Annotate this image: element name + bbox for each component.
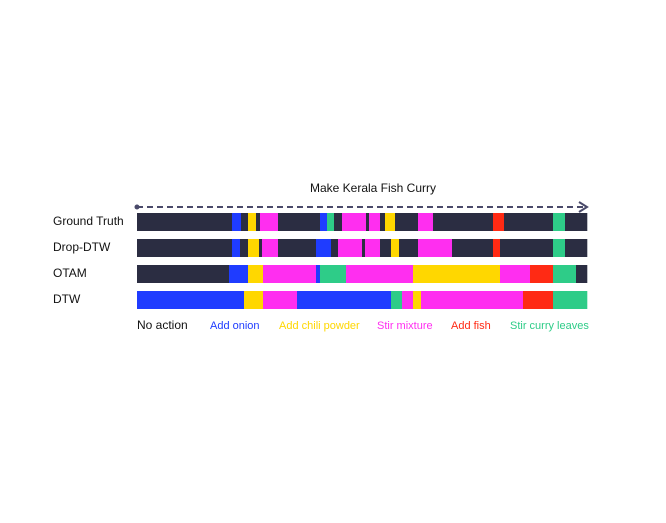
segment	[263, 265, 317, 283]
segment	[418, 239, 453, 257]
segment	[553, 239, 566, 257]
legend-label: Add onion	[210, 320, 260, 332]
segment	[523, 291, 554, 309]
segment	[366, 213, 370, 231]
segment	[413, 291, 422, 309]
segment	[493, 239, 501, 257]
legend-label: No action	[137, 318, 188, 332]
segment	[244, 291, 264, 309]
segment	[576, 265, 588, 283]
segment	[421, 291, 524, 309]
segment	[413, 265, 501, 283]
segment	[316, 265, 321, 283]
segment	[278, 239, 317, 257]
segment	[248, 213, 257, 231]
segment	[433, 213, 494, 231]
segment	[565, 239, 588, 257]
segment	[232, 213, 242, 231]
segment	[297, 291, 392, 309]
segment	[229, 265, 249, 283]
segment	[248, 265, 264, 283]
segment	[334, 213, 343, 231]
segment	[327, 213, 335, 231]
segment	[137, 239, 233, 257]
timeline-start	[134, 204, 140, 210]
segment	[391, 291, 403, 309]
segment	[391, 239, 400, 257]
segment	[137, 291, 245, 309]
segment	[262, 239, 279, 257]
segment	[256, 213, 261, 231]
legend-label: Add fish	[451, 320, 491, 332]
segment	[553, 213, 566, 231]
segment	[365, 239, 381, 257]
row-label: Drop-DTW	[53, 240, 111, 254]
segment	[248, 239, 260, 257]
segment	[137, 213, 233, 231]
segment	[500, 239, 554, 257]
segment	[263, 291, 298, 309]
segment	[260, 213, 279, 231]
row-label: Ground Truth	[53, 214, 124, 228]
legend-label: Stir curry leaves	[510, 320, 589, 332]
segment	[553, 265, 577, 283]
segment	[565, 213, 588, 231]
segment	[240, 239, 249, 257]
segment	[369, 213, 381, 231]
segment	[553, 291, 588, 309]
segment	[278, 213, 321, 231]
segment	[418, 213, 434, 231]
segment	[259, 239, 263, 257]
segment	[493, 213, 505, 231]
segment	[380, 213, 386, 231]
segment	[320, 213, 328, 231]
segment	[530, 265, 554, 283]
segment	[346, 265, 414, 283]
segment	[402, 291, 414, 309]
segment	[232, 239, 241, 257]
segment	[380, 239, 392, 257]
segment	[385, 213, 396, 231]
arrow-head	[578, 201, 589, 213]
segment	[452, 239, 494, 257]
segment	[241, 213, 249, 231]
segment	[504, 213, 554, 231]
segment	[500, 265, 531, 283]
title: Make Kerala Fish Curry	[310, 181, 436, 195]
legend-label: Add chili powder	[279, 320, 360, 332]
segment	[316, 239, 332, 257]
segment	[320, 265, 347, 283]
segment	[342, 213, 367, 231]
row-label: DTW	[53, 292, 81, 306]
segment	[395, 213, 419, 231]
row-label: OTAM	[53, 266, 87, 280]
segment	[137, 265, 230, 283]
segment	[399, 239, 419, 257]
legend-label: Stir mixture	[377, 320, 433, 332]
segment	[362, 239, 366, 257]
segment	[338, 239, 363, 257]
segment	[331, 239, 339, 257]
